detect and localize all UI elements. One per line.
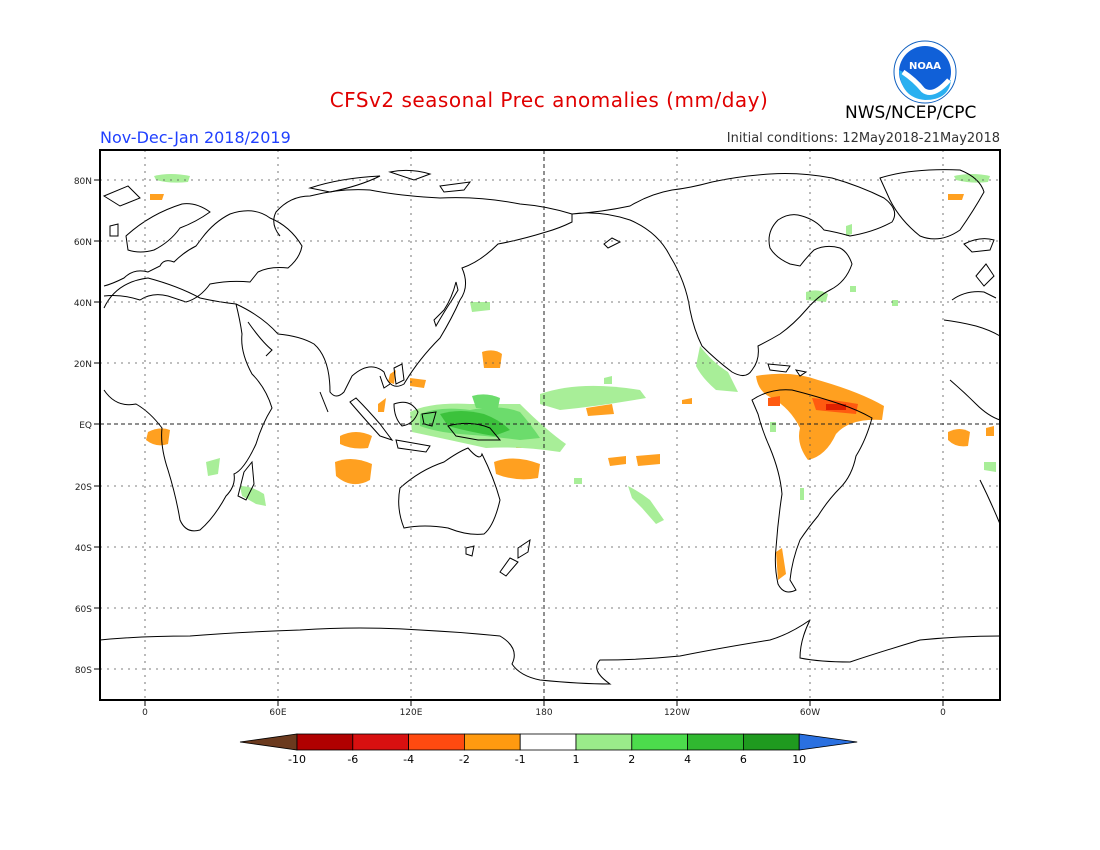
lat-label: 40S (75, 544, 92, 554)
colorbar: -10 -6 -4 -2 -1 1 2 4 6 10 (239, 733, 858, 766)
colorbar-swatch (687, 733, 744, 751)
lat-label: 80N (74, 177, 92, 187)
lat-label: 20N (74, 360, 92, 370)
colorbar-label: 2 (628, 753, 635, 766)
dry-extreme-anomalies (826, 404, 846, 410)
lat-label: 40N (74, 299, 92, 309)
wet-light-anomalies (154, 174, 996, 524)
lon-label: 120E (400, 708, 423, 718)
colorbar-swatch (575, 733, 633, 751)
colorbar-label: -6 (347, 753, 358, 766)
season-label: Nov-Dec-Jan 2018/2019 (100, 128, 291, 147)
lat-label: 80S (75, 666, 92, 676)
lat-label: 20S (75, 483, 92, 493)
colorbar-label: 1 (573, 753, 580, 766)
lon-label: 60W (800, 708, 820, 718)
anomaly-layer (146, 174, 996, 580)
lon-label: 60E (269, 708, 286, 718)
colorbar-label: -4 (403, 753, 414, 766)
colorbar-label: -1 (515, 753, 526, 766)
lon-label: 120W (664, 708, 690, 718)
logo-text: NOAA (909, 61, 941, 72)
colorbar-swatch (296, 733, 354, 751)
colorbar-label: 4 (684, 753, 691, 766)
colorbar-swatch (352, 733, 409, 751)
initial-conditions-label: Initial conditions: 12May2018-21May2018 (726, 131, 1000, 146)
noaa-logo-icon: NOAA (893, 40, 957, 104)
lat-label: EQ (79, 421, 92, 431)
dry-anomalies (146, 194, 994, 580)
colorbar-label: -10 (288, 753, 306, 766)
lat-labels: 80N 60N 40N 20N EQ 20S 40S 60S 80S (74, 177, 92, 676)
colorbar-label: 6 (740, 753, 747, 766)
colorbar-swatch (463, 733, 521, 751)
lat-label: 60S (75, 605, 92, 615)
colorbar-label: -2 (459, 753, 470, 766)
colorbar-label: 10 (792, 753, 806, 766)
equator-dateline (100, 150, 1000, 700)
colorbar-arrow-high (798, 733, 858, 751)
lon-labels: 0 60E 120E 180 120W 60W 0 (142, 708, 946, 718)
colorbar-arrow-low (239, 733, 298, 751)
lat-label: 60N (74, 238, 92, 248)
lon-label: 0 (940, 708, 946, 718)
lat-ticks (94, 179, 944, 706)
colorbar-swatch (408, 733, 465, 751)
gridlines (100, 150, 1000, 700)
agency-label: NWS/NCEP/CPC (845, 103, 977, 123)
colorbar-swatch (519, 733, 577, 751)
lon-label: 0 (142, 708, 148, 718)
chart-title: CFSv2 seasonal Prec anomalies (mm/day) (329, 88, 769, 112)
map-frame (99, 149, 1001, 701)
coastlines (99, 169, 1001, 685)
lon-label: 180 (535, 708, 552, 718)
colorbar-swatch (631, 733, 688, 751)
colorbar-swatch (743, 733, 800, 751)
